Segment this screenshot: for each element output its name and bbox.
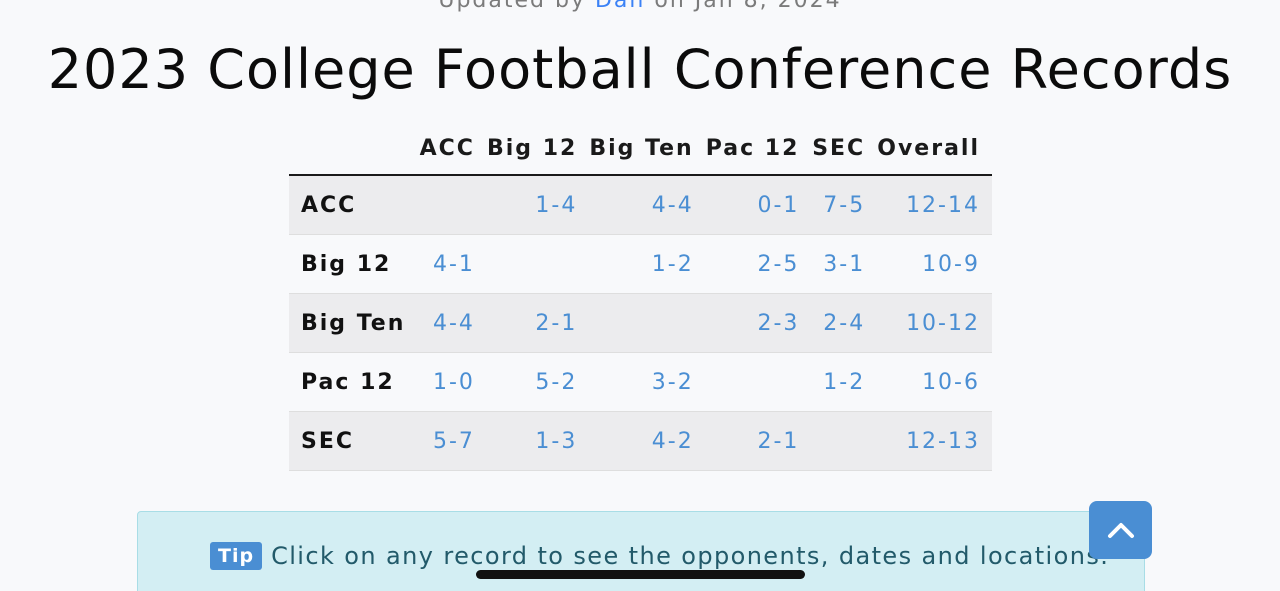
tip-line: Tip Click on any record to see the oppon… <box>210 542 1109 570</box>
page-title: 2023 College Football Conference Records <box>47 38 1233 101</box>
overall-record-link[interactable]: 10-6 <box>877 352 992 412</box>
record-cell <box>705 352 812 412</box>
updated-line: Updated by Dan on Jan 8, 2024 <box>0 0 1280 13</box>
record-link[interactable]: 1-4 <box>486 175 590 235</box>
record-link[interactable]: 2-1 <box>486 293 590 353</box>
column-header-pac-12: Pac 12 <box>705 122 812 176</box>
row-label: ACC <box>289 175 418 235</box>
record-link[interactable]: 2-1 <box>705 411 812 471</box>
records-table: ACC Big 12 Big Ten Pac 12 SEC Overall AC… <box>289 122 992 471</box>
column-header-big-ten: Big Ten <box>589 122 706 176</box>
column-header-sec: SEC <box>811 122 878 176</box>
record-link[interactable]: 2-3 <box>705 293 812 353</box>
corner-header <box>289 122 418 176</box>
header-row: ACC Big 12 Big Ten Pac 12 SEC Overall <box>289 122 992 176</box>
record-link[interactable]: 1-3 <box>486 411 590 471</box>
record-link[interactable]: 2-5 <box>705 234 812 294</box>
updated-suffix: on Jan 8, 2024 <box>645 0 842 13</box>
record-link[interactable]: 0-1 <box>705 175 812 235</box>
record-link[interactable]: 1-2 <box>589 234 706 294</box>
record-link[interactable]: 5-7 <box>417 411 487 471</box>
table-row-big-12: Big 12 4-1 1-2 2-5 3-1 10-9 <box>289 234 992 294</box>
record-link[interactable]: 4-2 <box>589 411 706 471</box>
record-link[interactable]: 7-5 <box>811 175 878 235</box>
overall-record-link[interactable]: 12-14 <box>877 175 992 235</box>
table-row-sec: SEC 5-7 1-3 4-2 2-1 12-13 <box>289 411 992 471</box>
chevron-up-icon <box>1107 523 1134 538</box>
record-link[interactable]: 4-4 <box>589 175 706 235</box>
record-cell <box>589 293 706 353</box>
record-link[interactable]: 1-0 <box>417 352 487 412</box>
record-link[interactable]: 5-2 <box>486 352 590 412</box>
overall-record-link[interactable]: 12-13 <box>877 411 992 471</box>
record-link[interactable]: 2-4 <box>811 293 878 353</box>
overall-record-link[interactable]: 10-9 <box>877 234 992 294</box>
column-header-acc: ACC <box>417 122 487 176</box>
updated-prefix: Updated by <box>438 0 595 13</box>
row-label: Pac 12 <box>289 352 418 412</box>
record-link[interactable]: 1-2 <box>811 352 878 412</box>
tip-text: Click on any record to see the opponents… <box>271 542 1110 570</box>
record-cell <box>417 175 487 235</box>
author-link[interactable]: Dan <box>594 0 646 13</box>
tip-alert: Tip Click on any record to see the oppon… <box>137 511 1145 591</box>
row-label: Big 12 <box>289 234 418 294</box>
record-link[interactable]: 3-1 <box>811 234 878 294</box>
row-label: SEC <box>289 411 418 471</box>
record-link[interactable]: 3-2 <box>589 352 706 412</box>
record-cell <box>811 411 878 471</box>
table-row-big-ten: Big Ten 4-4 2-1 2-3 2-4 10-12 <box>289 293 992 353</box>
table-row-acc: ACC 1-4 4-4 0-1 7-5 12-14 <box>289 175 992 235</box>
record-link[interactable]: 4-1 <box>417 234 487 294</box>
record-link[interactable]: 4-4 <box>417 293 487 353</box>
row-label: Big Ten <box>289 293 418 353</box>
column-header-big-12: Big 12 <box>486 122 590 176</box>
column-header-overall: Overall <box>877 122 992 176</box>
home-indicator <box>476 570 805 579</box>
tip-badge: Tip <box>210 542 263 570</box>
scroll-to-top-button[interactable] <box>1089 501 1152 559</box>
table-row-pac-12: Pac 12 1-0 5-2 3-2 1-2 10-6 <box>289 352 992 412</box>
overall-record-link[interactable]: 10-12 <box>877 293 992 353</box>
record-cell <box>486 234 590 294</box>
